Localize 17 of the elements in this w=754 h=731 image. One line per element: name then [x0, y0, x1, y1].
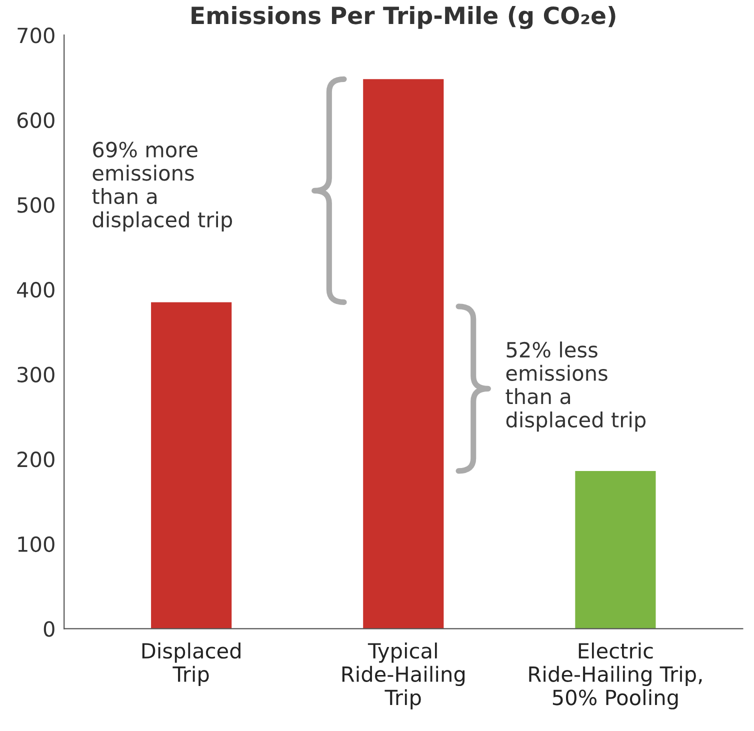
y-tick-label: 300 — [18, 366, 54, 382]
y-tick-label: 0 — [44, 621, 54, 637]
annotation: 52% less emissions than a displaced trip — [506, 341, 646, 432]
bar — [151, 302, 232, 629]
y-tick-label: 200 — [18, 452, 54, 468]
y-tick-label: 100 — [18, 536, 54, 552]
y-tick-label: 600 — [17, 112, 54, 128]
x-tick-label: Electric Ride-Hailing Trip, 50% Pooling — [529, 642, 702, 710]
bar — [363, 79, 444, 629]
annotation: 69% more emissions than a displaced trip — [92, 142, 232, 232]
x-tick-label: Displaced Trip — [142, 642, 240, 686]
y-tick-label: 400 — [17, 282, 54, 298]
bar — [575, 470, 656, 629]
y-tick-label: 700 — [18, 28, 54, 44]
chart-title: Emissions Per Trip-Mile (g CO₂e) — [192, 6, 616, 30]
y-tick-label: 500 — [18, 197, 54, 213]
x-tick-label: Typical Ride-Hailing Trip — [342, 642, 465, 710]
